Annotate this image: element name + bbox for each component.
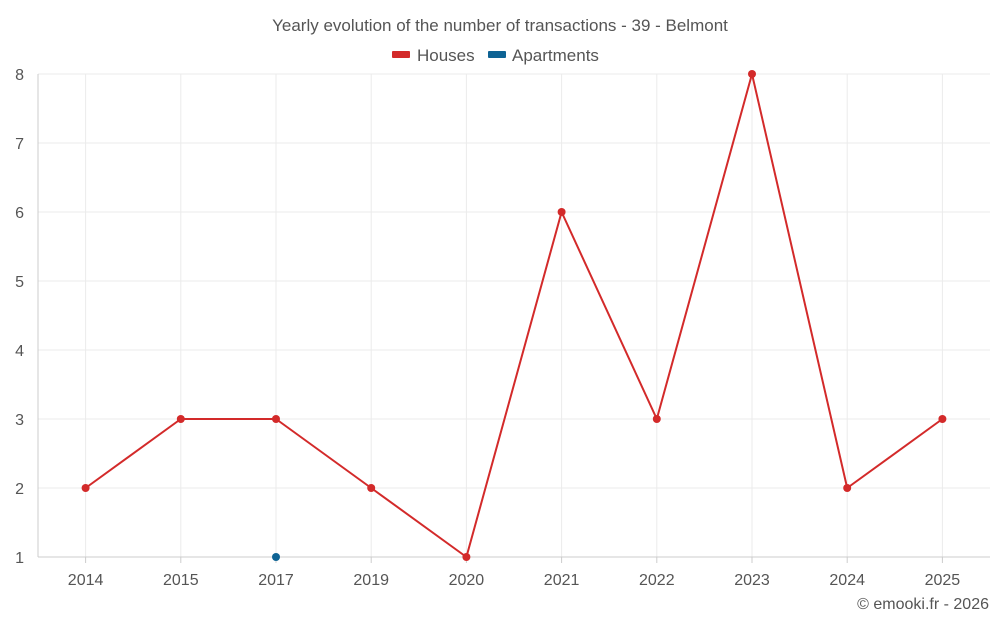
data-point-houses[interactable]	[652, 415, 661, 423]
legend-swatch-houses	[392, 51, 410, 58]
y-tick-label: 4	[15, 343, 24, 360]
x-tick-label: 2017	[258, 572, 294, 589]
data-point-apartments[interactable]	[272, 553, 280, 561]
credit-text: © emooki.fr - 2026	[857, 596, 989, 613]
x-tick-labels: 2014 2015 2017 2019 2020 2021 2022 2023 2024 2025	[68, 572, 960, 589]
legend-item-apartments[interactable]: Apartments	[488, 46, 599, 65]
y-tick-label: 1	[15, 550, 24, 567]
y-tick-label: 8	[15, 67, 24, 84]
x-tick-label: 2022	[639, 572, 675, 589]
data-point-houses[interactable]	[272, 415, 280, 423]
x-tick-label: 2014	[68, 572, 104, 589]
data-point-houses[interactable]	[557, 208, 566, 216]
legend-item-houses[interactable]: Houses	[392, 46, 475, 65]
data-point-houses[interactable]	[748, 70, 756, 78]
y-tick-label: 7	[15, 136, 24, 153]
chart-title: Yearly evolution of the number of transa…	[272, 16, 728, 35]
x-tick-label: 2015	[163, 572, 199, 589]
data-point-houses[interactable]	[938, 415, 947, 423]
x-tick-label: 2019	[353, 572, 389, 589]
series-houses	[81, 70, 947, 561]
series-apartments	[272, 553, 280, 561]
y-tick-label: 6	[15, 205, 24, 222]
y-tick-label: 5	[15, 274, 24, 291]
legend-label-houses: Houses	[417, 46, 475, 65]
y-tick-labels: 1 2 3 4 5 6 7 8	[15, 67, 24, 567]
y-tick-label: 2	[15, 481, 24, 498]
axes	[37, 74, 990, 563]
data-point-houses[interactable]	[81, 484, 90, 492]
legend-label-apartments: Apartments	[512, 46, 599, 65]
x-tick-label: 2023	[734, 572, 770, 589]
legend: Houses Apartments	[392, 46, 599, 65]
x-tick-label: 2020	[449, 572, 485, 589]
data-point-houses[interactable]	[843, 484, 852, 492]
data-point-houses[interactable]	[462, 553, 471, 561]
y-tick-label: 3	[15, 412, 24, 429]
x-tick-label: 2021	[544, 572, 580, 589]
series-line-houses	[85, 73, 943, 558]
data-point-houses[interactable]	[176, 415, 185, 423]
x-tick-label: 2025	[925, 572, 961, 589]
grid	[38, 73, 990, 557]
data-point-houses[interactable]	[367, 484, 376, 492]
series	[81, 70, 947, 561]
legend-swatch-apartments	[488, 51, 506, 58]
x-tick-label: 2024	[829, 572, 865, 589]
